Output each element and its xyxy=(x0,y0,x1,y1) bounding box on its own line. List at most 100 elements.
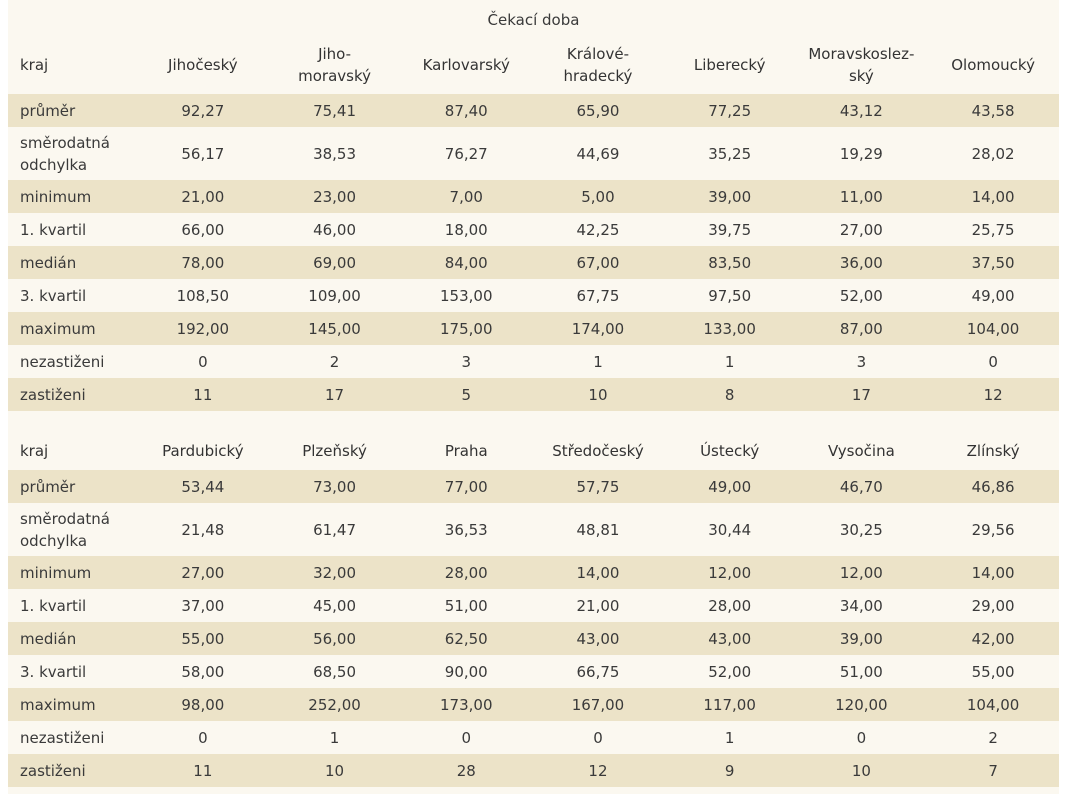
table-cell: 42,25 xyxy=(576,220,620,239)
table-cell: 117,00 xyxy=(703,695,756,714)
table-cell: 23,00 xyxy=(313,187,357,206)
table-cell: 42,00 xyxy=(971,629,1015,648)
table-cell: 14,00 xyxy=(576,563,620,582)
table-cell: 3 xyxy=(856,352,867,371)
table-row: průměr 53,44 73,00 77,00 57,75 49,00 46,70 46,8… xyxy=(8,470,1059,503)
table-cell: 11 xyxy=(193,385,213,404)
table-cell: 67,00 xyxy=(576,253,620,272)
table-cell: 10 xyxy=(325,761,345,780)
table-cell: 2 xyxy=(329,352,340,371)
table-cell: 73,00 xyxy=(313,477,357,496)
table-cell: 108,50 xyxy=(176,286,230,305)
row-label: medián xyxy=(20,253,77,272)
table-row: průměr 92,27 75,41 87,40 65,90 77,25 43,12 43,5… xyxy=(8,94,1059,127)
table-cell: 7,00 xyxy=(449,187,483,206)
table-cell: 104,00 xyxy=(966,695,1020,714)
table-cell: 66,00 xyxy=(181,220,225,239)
row-label: průměr xyxy=(20,477,76,496)
table-cell: 37,50 xyxy=(971,253,1015,272)
table-cell: 49,00 xyxy=(708,477,752,496)
statistics-table-1: kraj Jihočeský Jiho-moravský Karlovarský Krá… xyxy=(8,36,1059,411)
column-header-region: Vysočina xyxy=(827,442,895,460)
table-cell: 61,47 xyxy=(313,520,357,539)
table-cell: 46,00 xyxy=(313,220,357,239)
row-label: nezastiženi xyxy=(20,728,105,747)
table-row: 3. kvartil 108,50 109,00 153,00 67,75 97,50 52… xyxy=(8,279,1059,312)
table-cell: 173,00 xyxy=(440,695,493,714)
row-label: medián xyxy=(20,629,77,648)
table-cell: 28 xyxy=(456,761,476,780)
table-cell: 21,00 xyxy=(181,187,225,206)
table-cell: 43,12 xyxy=(839,101,883,120)
table-cell: 68,50 xyxy=(313,662,357,681)
table-row: 1. kvartil 66,00 46,00 18,00 42,25 39,75 27,00… xyxy=(8,213,1059,246)
table-cell: 10 xyxy=(588,385,608,404)
column-header-region: Jiho-moravský xyxy=(298,45,371,85)
row-label: 1. kvartil xyxy=(20,596,87,615)
table-cell: 0 xyxy=(198,728,208,747)
table-cell: 97,50 xyxy=(708,286,752,305)
table-cell: 66,75 xyxy=(576,662,620,681)
table-cell: 76,27 xyxy=(444,144,488,163)
table-cell: 39,75 xyxy=(708,220,752,239)
row-label: 3. kvartil xyxy=(20,286,87,305)
table-row: nezastiženi 0 1 0 0 1 0 2 xyxy=(8,721,1059,754)
table-container xyxy=(8,0,1059,794)
table-cell: 7 xyxy=(988,761,998,780)
table-row: minimum 21,00 23,00 7,00 5,00 39,00 11,00 14,00 xyxy=(8,180,1059,213)
table-cell: 153,00 xyxy=(440,286,493,305)
table-cell: 78,00 xyxy=(181,253,225,272)
table-cell: 36,00 xyxy=(839,253,883,272)
row-label: směrodatná odchylka xyxy=(20,133,110,174)
table-cell: 29,00 xyxy=(971,596,1015,615)
table-cell: 0 xyxy=(856,728,867,747)
table-separator xyxy=(8,414,1059,432)
row-label: maximum xyxy=(20,319,96,338)
table-cell: 36,53 xyxy=(444,520,488,539)
table-cell: 25,75 xyxy=(971,220,1015,239)
table-cell: 28,00 xyxy=(708,596,752,615)
table-cell: 56,00 xyxy=(313,629,357,648)
table-cell: 17 xyxy=(851,385,871,404)
table-cell: 3 xyxy=(461,352,472,371)
table-cell: 69,00 xyxy=(313,253,357,272)
table-cell: 67,75 xyxy=(576,286,620,305)
column-header-kraj: kraj xyxy=(20,442,49,460)
column-header-region: Olomoucký xyxy=(951,56,1035,74)
statistics-table-2: kraj Pardubický Plzeňský Praha Středočeský Ús… xyxy=(8,432,1059,787)
table-cell: 75,41 xyxy=(313,101,357,120)
table-cell: 12 xyxy=(983,385,1003,404)
table-cell: 77,00 xyxy=(444,477,488,496)
table-cell: 43,00 xyxy=(708,629,752,648)
row-label: 1. kvartil xyxy=(20,220,87,239)
table-cell: 174,00 xyxy=(571,319,625,338)
table-cell: 0 xyxy=(988,352,998,371)
table-cell: 9 xyxy=(724,761,735,780)
column-header-region: Plzeňský xyxy=(302,442,367,460)
table-cell: 5 xyxy=(461,385,472,404)
table-cell: 14,00 xyxy=(971,563,1015,582)
column-header-region: Praha xyxy=(444,442,488,460)
column-header-region: Středočeský xyxy=(552,442,644,460)
table-cell: 51,00 xyxy=(839,662,883,681)
table-cell: 145,00 xyxy=(308,319,361,338)
table-cell: 45,00 xyxy=(313,596,357,615)
row-label: zastiženi xyxy=(20,385,86,404)
table-cell: 49,00 xyxy=(971,286,1015,305)
table-cell: 43,00 xyxy=(576,629,620,648)
table-row: maximum 192,00 145,00 175,00 174,00 133,00 87,… xyxy=(8,312,1059,345)
column-header-region: Jihočeský xyxy=(168,56,238,74)
table-cell: 98,00 xyxy=(181,695,225,714)
column-header-region: Ústecký xyxy=(700,442,760,460)
table-cell: 46,86 xyxy=(971,477,1015,496)
table-cell: 8 xyxy=(724,385,735,404)
table-cell: 52,00 xyxy=(708,662,752,681)
column-header-region: Zlínský xyxy=(966,442,1020,460)
table-cell: 84,00 xyxy=(444,253,488,272)
row-label: směrodatná odchylka xyxy=(20,509,110,550)
table-cell: 52,00 xyxy=(839,286,883,305)
table-cell: 19,29 xyxy=(839,144,883,163)
table-cell: 28,00 xyxy=(444,563,488,582)
table-cell: 55,00 xyxy=(181,629,225,648)
table-cell: 27,00 xyxy=(181,563,225,582)
